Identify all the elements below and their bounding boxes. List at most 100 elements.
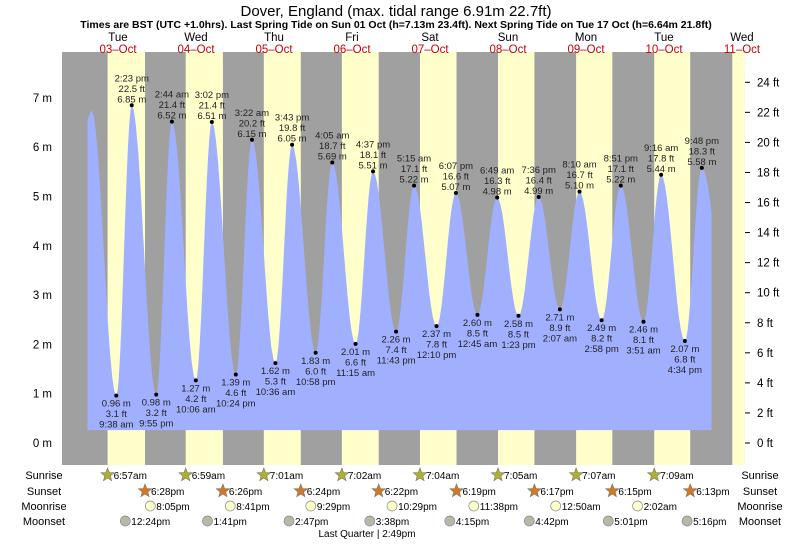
y-tick-label-ft: 20 ft [757, 137, 780, 149]
low-tide-time: 4:34 pm [668, 365, 702, 376]
low-tide-ft: 8.1 ft [633, 335, 654, 346]
y-tick-label-m: 0 m [33, 438, 52, 450]
high-tide-ft: 21.4 ft [199, 101, 226, 112]
high-tide-ft: 17.1 ft [608, 164, 635, 175]
high-tide-time: 7:36 pm [522, 165, 556, 176]
moonrise-time: 12:50am [562, 502, 601, 513]
row-label-moonrise: Moonrise [21, 501, 66, 513]
high-tide-point [495, 195, 500, 200]
y-tick-label-m: 7 m [33, 93, 52, 105]
moonrise-icon [468, 500, 480, 512]
day-name: Fri [345, 32, 358, 44]
high-tide-ft: 21.4 ft [159, 100, 186, 111]
day-name: Wed [184, 32, 207, 44]
low-tide-time: 12:45 am [458, 339, 498, 350]
low-tide-ft: 4.6 ft [225, 388, 246, 399]
low-tide-ft: 8.5 ft [467, 328, 488, 339]
low-tide-time: 10:24 pm [216, 398, 256, 409]
low-tide-point [353, 341, 358, 346]
y-tick-label-m: 2 m [33, 339, 52, 351]
low-tide-m: 1.83 m [301, 356, 330, 367]
high-tide-m: 5.07 m [441, 182, 470, 193]
low-tide-ft: 3.1 ft [106, 409, 127, 420]
y-tick-label-ft: 12 ft [757, 258, 780, 270]
moonset-time: 5:16pm [693, 517, 726, 528]
high-tide-point [290, 142, 295, 147]
sunrise-time: 6:57am [114, 471, 147, 482]
high-tide-time: 4:05 am [315, 130, 349, 141]
sunset-time: 6:15pm [618, 487, 651, 498]
high-tide-time: 3:22 am [235, 108, 269, 119]
moonset-icon [523, 515, 535, 527]
y-tick-label-ft: 22 ft [757, 107, 780, 119]
moonset-icon [681, 515, 693, 527]
low-tide-point [233, 372, 238, 377]
high-tide-ft: 16.3 ft [484, 176, 511, 187]
low-tide-point [641, 319, 646, 324]
low-tide-point [599, 318, 604, 323]
water-level-area [87, 105, 712, 431]
low-tide-time: 10:58 pm [296, 377, 336, 388]
low-tide-time: 1:23 pm [501, 340, 535, 351]
low-tide-time: 2:07 am [543, 333, 577, 344]
sunset-time: 6:22pm [385, 487, 418, 498]
high-tide-m: 5.10 m [565, 181, 594, 192]
moonrise-time: 2:02am [644, 502, 677, 513]
high-tide-time: 5:15 am [397, 154, 431, 165]
moonset-icon [119, 515, 131, 527]
sunset-time: 6:17pm [540, 487, 573, 498]
low-tide-m: 0.96 m [102, 399, 131, 410]
high-tide-point [453, 191, 458, 196]
y-tick-label-m: 5 m [33, 192, 52, 204]
high-tide-time: 8:51 pm [604, 154, 638, 165]
low-tide-point [193, 378, 198, 383]
sunrise-icon [646, 467, 662, 482]
row-label-sunset-right: Sunset [743, 486, 777, 498]
low-tide-time: 3:51 am [626, 346, 660, 357]
low-tide-m: 1.62 m [261, 366, 290, 377]
sunset-time: 6:19pm [463, 487, 496, 498]
sunset-time: 6:26pm [229, 487, 262, 498]
low-tide-ft: 6.6 ft [345, 357, 366, 368]
high-tide-ft: 20.2 ft [239, 118, 266, 129]
high-tide-time: 3:43 pm [275, 113, 309, 124]
low-tide-m: 0.98 m [142, 398, 171, 409]
low-tide-time: 10:06 am [176, 404, 216, 415]
high-tide-time: 2:44 am [155, 90, 189, 101]
low-tide-ft: 6.0 ft [305, 366, 326, 377]
low-tide-m: 2.58 m [504, 319, 533, 330]
sunset-time: 6:24pm [307, 487, 340, 498]
day-date: 08–Oct [489, 44, 527, 56]
moonrise-time: 11:38pm [480, 502, 518, 513]
high-tide-m: 5.51 m [358, 160, 387, 171]
high-tide-ft: 18.3 ft [689, 146, 716, 157]
moonrise-time: 8:05pm [156, 502, 189, 513]
day-date: 11–Oct [724, 44, 761, 56]
high-tide-point [412, 183, 417, 188]
low-tide-point [114, 393, 119, 398]
low-tide-ft: 3.2 ft [146, 408, 167, 419]
low-tide-point [475, 312, 480, 317]
row-label-sunset: Sunset [27, 486, 61, 498]
high-tide-time: 3:02 pm [195, 90, 229, 101]
low-tide-m: 1.39 m [221, 377, 250, 388]
sunrise-time: 7:04am [426, 471, 459, 482]
moonset-time: 1:41pm [213, 517, 246, 528]
low-tide-ft: 6.8 ft [674, 354, 695, 365]
low-tide-m: 2.60 m [463, 318, 492, 329]
high-tide-ft: 17.8 ft [648, 153, 675, 164]
moonset-icon [202, 515, 213, 527]
sunrise-time: 7:09am [660, 471, 693, 482]
day-date: 06–Oct [333, 44, 371, 56]
high-tide-m: 6.85 m [117, 94, 146, 105]
high-tide-point [699, 165, 704, 170]
high-tide-ft: 22.5 ft [119, 84, 146, 95]
sunrise-icon [568, 467, 584, 482]
moonrise-icon [550, 500, 562, 512]
high-tide-point [169, 119, 174, 124]
day-name: Thu [264, 32, 284, 44]
row-label-sunrise-right: Sunrise [741, 470, 778, 482]
sunset-time: 6:28pm [151, 487, 184, 498]
moonset-icon [602, 515, 614, 527]
high-tide-time: 6:07 pm [439, 161, 473, 172]
